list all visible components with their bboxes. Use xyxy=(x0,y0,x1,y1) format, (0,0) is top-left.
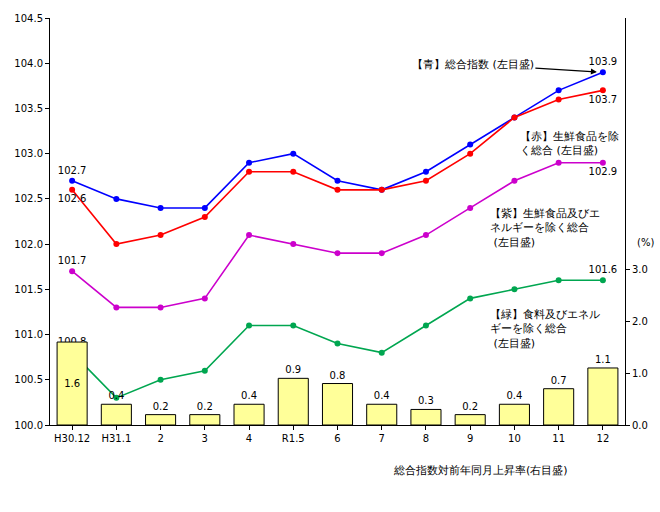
svg-text:H30.12: H30.12 xyxy=(54,433,90,444)
svg-text:101.6: 101.6 xyxy=(589,264,618,275)
svg-text:(%): (%) xyxy=(637,237,654,248)
svg-text:0.7: 0.7 xyxy=(551,375,567,386)
svg-text:1.0: 1.0 xyxy=(632,368,648,379)
svg-text:103.5: 103.5 xyxy=(14,103,43,114)
svg-text:0.4: 0.4 xyxy=(241,390,257,401)
svg-text:0.2: 0.2 xyxy=(462,401,478,412)
svg-text:0.4: 0.4 xyxy=(108,390,124,401)
svg-text:104.5: 104.5 xyxy=(14,13,43,24)
svg-text:6: 6 xyxy=(334,433,340,444)
svg-text:102.7: 102.7 xyxy=(58,165,87,176)
svg-text:103.0: 103.0 xyxy=(14,148,43,159)
svg-text:2.0: 2.0 xyxy=(632,316,648,327)
svg-text:101.0: 101.0 xyxy=(14,329,43,340)
svg-text:100.5: 100.5 xyxy=(14,374,43,385)
svg-text:10: 10 xyxy=(508,433,521,444)
svg-text:3: 3 xyxy=(202,433,208,444)
svg-text:0.3: 0.3 xyxy=(418,395,434,406)
svg-text:12: 12 xyxy=(597,433,610,444)
svg-text:100.8: 100.8 xyxy=(58,336,87,347)
svg-text:102.5: 102.5 xyxy=(14,193,43,204)
svg-text:9: 9 xyxy=(467,433,473,444)
svg-text:【青】総合指数 (左目盛): 【青】総合指数 (左目盛) xyxy=(412,58,534,71)
svg-text:0.4: 0.4 xyxy=(506,390,522,401)
svg-text:0.8: 0.8 xyxy=(330,370,346,381)
svg-text:【緑】食料及びエネルギーを除く総合 (左目盛): 【緑】食料及びエネルギーを除く総合 (左目盛) xyxy=(490,308,600,350)
svg-text:2: 2 xyxy=(157,433,163,444)
svg-text:8: 8 xyxy=(423,433,429,444)
svg-text:102.9: 102.9 xyxy=(589,166,618,177)
svg-text:【赤】生鮮食品を除く総合 (左目盛): 【赤】生鮮食品を除く総合 (左目盛) xyxy=(520,130,619,157)
svg-text:0.0: 0.0 xyxy=(632,420,648,431)
svg-text:7: 7 xyxy=(379,433,385,444)
svg-text:R1.5: R1.5 xyxy=(282,433,305,444)
svg-text:104.0: 104.0 xyxy=(14,58,43,69)
svg-text:3.0: 3.0 xyxy=(632,264,648,275)
svg-text:102.6: 102.6 xyxy=(58,193,87,204)
svg-text:【紫】生鮮食品及びエネルギーを除く総合 (左目盛): 【紫】生鮮食品及びエネルギーを除く総合 (左目盛) xyxy=(490,207,600,249)
svg-text:H31.1: H31.1 xyxy=(101,433,131,444)
svg-text:1.6: 1.6 xyxy=(64,378,80,389)
svg-text:0.2: 0.2 xyxy=(197,401,213,412)
svg-text:0.2: 0.2 xyxy=(153,401,169,412)
svg-text:4: 4 xyxy=(246,433,252,444)
svg-text:11: 11 xyxy=(552,433,565,444)
svg-text:1.1: 1.1 xyxy=(595,354,611,365)
svg-text:0.4: 0.4 xyxy=(374,390,390,401)
svg-text:100.0: 100.0 xyxy=(14,420,43,431)
svg-text:103.9: 103.9 xyxy=(589,56,618,67)
svg-text:総合指数対前年同月上昇率(右目盛): 総合指数対前年同月上昇率(右目盛) xyxy=(393,464,568,477)
svg-text:102.0: 102.0 xyxy=(14,239,43,250)
svg-text:101.5: 101.5 xyxy=(14,284,43,295)
svg-text:0.9: 0.9 xyxy=(285,364,301,375)
svg-text:103.7: 103.7 xyxy=(589,94,618,105)
svg-text:101.7: 101.7 xyxy=(58,255,87,266)
